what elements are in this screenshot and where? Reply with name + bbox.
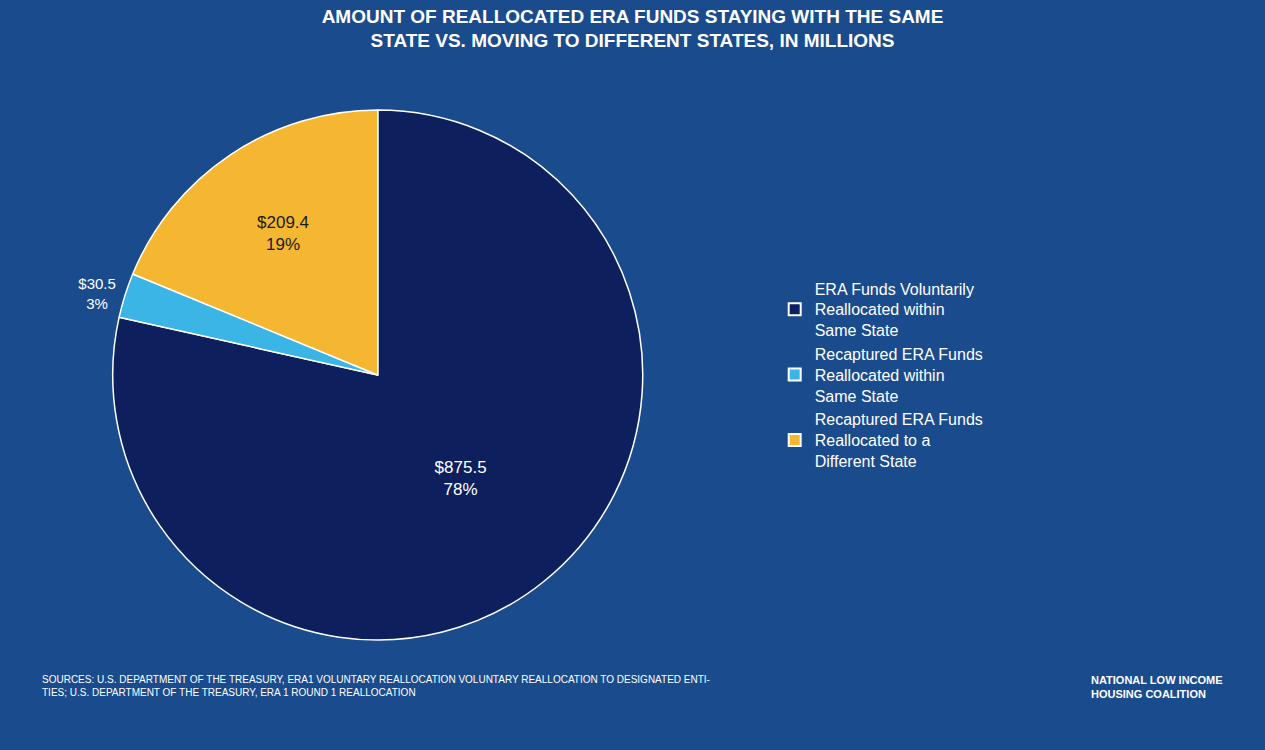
svg-text:Recaptured ERA FundsReallocate: Recaptured ERA FundsReallocated to aDiff… xyxy=(815,411,983,470)
svg-text:SOURCES: U.S. DEPARTMENT OF TH: SOURCES: U.S. DEPARTMENT OF THE TREASURY… xyxy=(42,674,710,698)
svg-text:$209.419%: $209.419% xyxy=(257,213,309,254)
svg-text:Recaptured ERA FundsReallocate: Recaptured ERA FundsReallocated withinSa… xyxy=(815,346,983,405)
svg-text:$875.578%: $875.578% xyxy=(435,458,487,499)
svg-text:$30.53%: $30.53% xyxy=(78,275,116,312)
svg-text:ERA Funds VoluntarilyReallocat: ERA Funds VoluntarilyReallocated withinS… xyxy=(815,281,974,340)
svg-text:NATIONAL LOW INCOMEHOUSING COA: NATIONAL LOW INCOMEHOUSING COALITION xyxy=(1091,674,1223,700)
svg-text:AMOUNT OF REALLOCATED ERA FUND: AMOUNT OF REALLOCATED ERA FUNDS STAYING … xyxy=(322,6,944,52)
